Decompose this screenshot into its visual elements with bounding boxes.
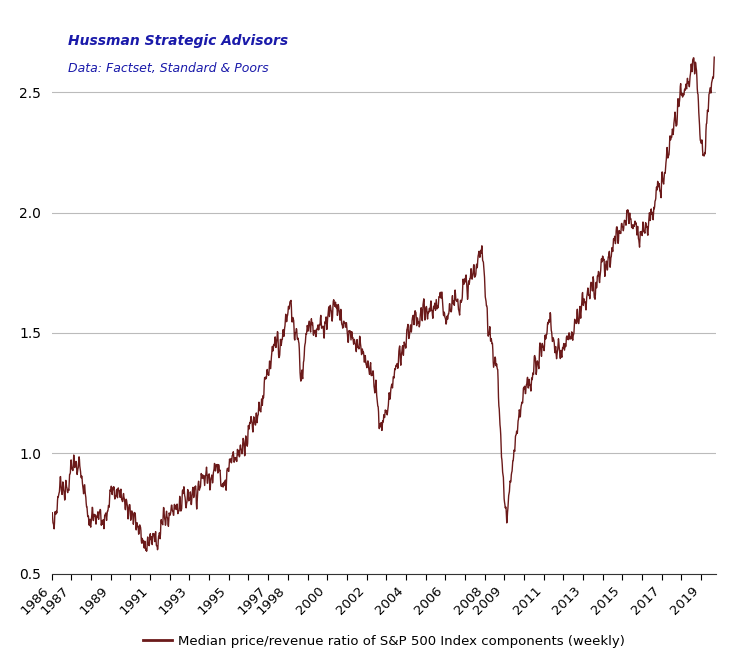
Text: Data: Factset, Standard & Poors: Data: Factset, Standard & Poors — [68, 61, 269, 75]
Legend: Median price/revenue ratio of S&P 500 Index components (weekly): Median price/revenue ratio of S&P 500 In… — [137, 629, 630, 653]
Text: Hussman Strategic Advisors: Hussman Strategic Advisors — [68, 34, 289, 48]
